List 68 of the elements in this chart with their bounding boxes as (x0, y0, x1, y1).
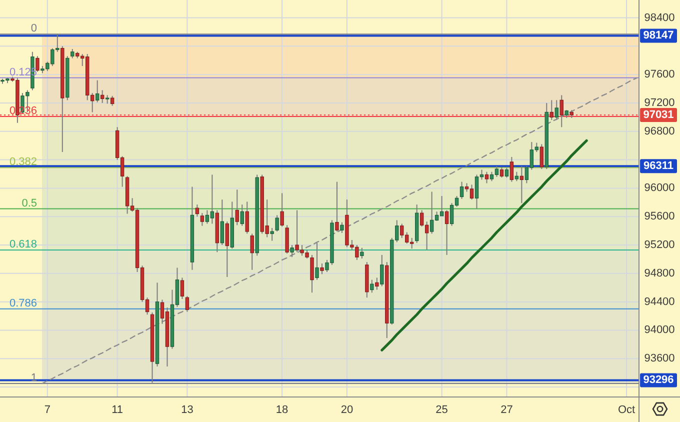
y-tick-label: 95600 (644, 210, 675, 223)
x-tick-label: 11 (112, 404, 124, 416)
candlestick (510, 156, 514, 182)
candlestick (370, 279, 374, 294)
candlestick (320, 262, 324, 275)
candlestick (514, 171, 519, 182)
candlestick (550, 100, 554, 121)
ref-line-label: 97031 (643, 108, 674, 121)
candlestick (315, 242, 319, 280)
candlestick (560, 94, 564, 128)
annotation: 0 (30, 22, 37, 35)
candlestick (460, 181, 464, 200)
ref-line-label: 93296 (643, 374, 674, 386)
candlestick (310, 254, 314, 294)
candlestick (235, 189, 239, 226)
y-tick-label: 94400 (644, 296, 675, 308)
y-tick-label: 94800 (644, 267, 675, 280)
line-series (380, 139, 588, 352)
candlestick (200, 212, 204, 226)
candlestick (225, 221, 229, 278)
candlestick (275, 214, 279, 232)
candlestick (245, 201, 249, 234)
candlestick (540, 144, 544, 170)
candlestick (100, 90, 104, 104)
y-tick-label: 98400 (644, 12, 675, 24)
candlestick (380, 254, 384, 287)
candlestick (36, 56, 40, 72)
candlestick (444, 210, 449, 256)
ref-line-label: 98147 (643, 30, 674, 42)
candlestick (375, 277, 379, 290)
candlestick (360, 247, 364, 260)
candlestick (270, 227, 274, 242)
candlestick (504, 167, 509, 178)
candlestick (520, 166, 524, 204)
candlestick (290, 244, 294, 258)
x-tick-label: 13 (181, 404, 194, 416)
candlestick (500, 166, 504, 178)
candlestick (335, 181, 339, 232)
x-tick-label: 27 (500, 404, 513, 416)
y-tick-label: 94000 (644, 324, 675, 336)
annotation: 0.786 (9, 297, 37, 310)
y-tick-label: 97200 (644, 96, 675, 109)
x-tick-label: 18 (276, 404, 288, 416)
y-tick-label: 96800 (644, 125, 675, 138)
y-tick-label: 95200 (644, 239, 675, 252)
candlestick (554, 100, 558, 120)
y-tick-label: 97600 (644, 68, 675, 81)
candlestick (96, 80, 100, 103)
candlestick (185, 296, 190, 312)
x-tick-label: Oct (618, 404, 636, 416)
x-tick-label: 7 (44, 404, 50, 416)
annotation: 0.5 (22, 197, 37, 210)
y-tick-label: 93600 (644, 352, 675, 365)
y-tick-label: 96000 (644, 182, 675, 194)
candlestick (195, 204, 200, 218)
candlestick (240, 204, 244, 226)
candlestick (340, 222, 344, 234)
x-tick-label: 20 (340, 404, 354, 416)
candlestick (180, 277, 184, 300)
annotation: 0.618 (9, 238, 37, 250)
candlestick (250, 233, 254, 270)
candlestick (220, 199, 224, 246)
candlestick (484, 171, 489, 184)
candlestick (280, 192, 284, 228)
x-tick-label: 25 (436, 404, 448, 416)
ref-line-label: 96311 (644, 160, 674, 172)
candlestick (110, 95, 114, 106)
candlestick (70, 48, 74, 59)
